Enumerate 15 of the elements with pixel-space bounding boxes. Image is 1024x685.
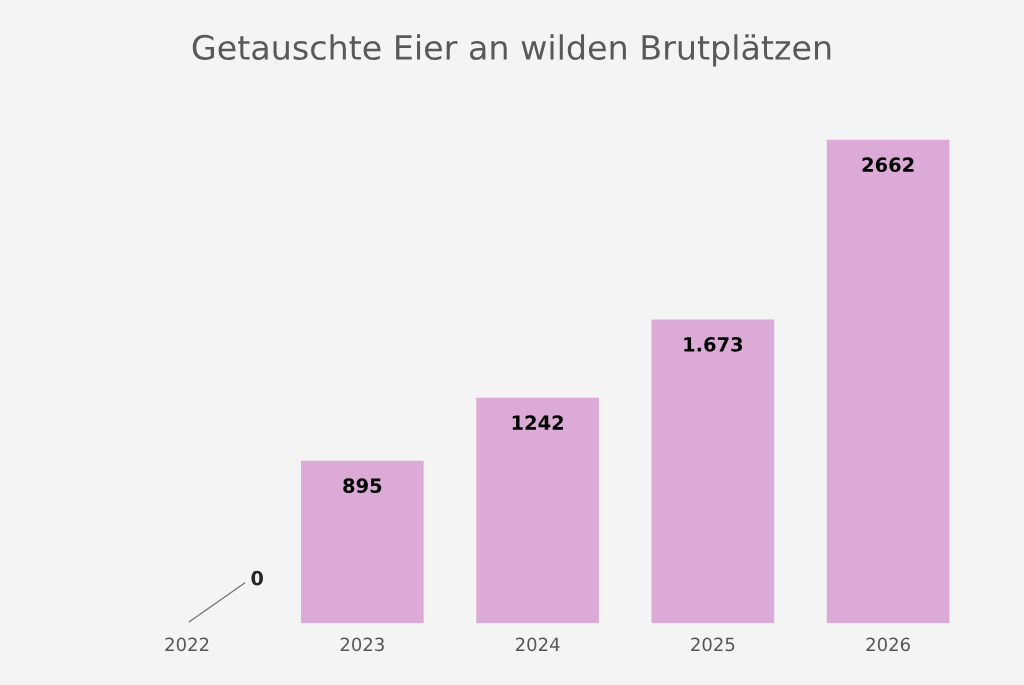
bar <box>826 139 950 624</box>
x-tick-label: 2023 <box>340 637 384 652</box>
data-label: 895 <box>343 478 382 494</box>
x-tick-label: 2024 <box>515 637 560 652</box>
chart-title: Getauschte Eier an wilden Brutplätzen <box>192 34 831 67</box>
bar <box>476 397 599 624</box>
x-tick-label: 2022 <box>165 637 209 652</box>
x-tick-label: 2026 <box>866 637 910 652</box>
bar <box>301 460 424 624</box>
bar <box>651 319 775 624</box>
data-label: 1.673 <box>684 336 743 352</box>
data-label: 0 <box>251 570 264 586</box>
data-label: 1242 <box>512 415 563 430</box>
data-label: 2662 <box>862 157 914 173</box>
x-tick-label: 2025 <box>691 637 735 652</box>
